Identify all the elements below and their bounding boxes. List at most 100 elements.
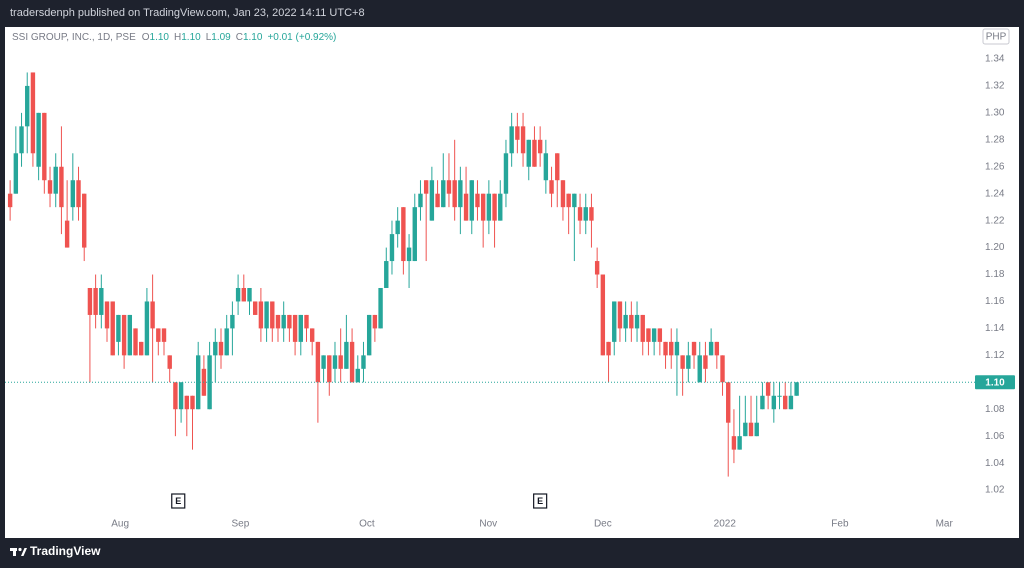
candle-body — [304, 314, 309, 329]
currency-box — [982, 28, 1010, 45]
event-marker — [171, 493, 186, 509]
candle-body — [498, 193, 503, 221]
candle-body — [161, 328, 167, 342]
candle-body — [218, 341, 224, 356]
y-tick-label: 1.20 — [985, 242, 1005, 253]
candle-body — [412, 207, 417, 262]
candle-body — [646, 328, 651, 342]
candle-body — [446, 180, 452, 194]
y-tick-label: 1.06 — [985, 431, 1005, 442]
candle-body — [315, 341, 321, 383]
y-tick-label: 1.16 — [985, 296, 1005, 307]
candle-body — [577, 207, 583, 221]
candle-body — [70, 180, 76, 208]
candle-body — [509, 126, 514, 154]
x-tick-label: Oct — [359, 519, 375, 530]
x-tick-label: Dec — [594, 519, 612, 530]
candle-body — [492, 193, 497, 221]
candle-body — [423, 180, 429, 194]
legend-value: 1.09 — [211, 32, 231, 43]
currency: PHP — [986, 32, 1007, 43]
candle-body — [726, 382, 731, 423]
candle-body — [697, 355, 702, 383]
candle-body — [418, 193, 423, 208]
event-marker — [533, 493, 548, 509]
candle-body — [252, 301, 258, 315]
footer-brand: TradingView — [30, 544, 101, 558]
candle-body — [589, 207, 594, 221]
event-label: E — [175, 496, 181, 506]
candle-body — [190, 395, 195, 410]
candle-body — [133, 328, 138, 356]
candle-body — [623, 314, 628, 329]
candle-body — [338, 355, 343, 369]
candle-body — [53, 166, 58, 194]
candle-body — [270, 301, 275, 329]
candle-body — [156, 328, 161, 342]
x-tick-label: Mar — [936, 519, 954, 530]
last-price-box — [975, 375, 1015, 390]
y-tick-label: 1.26 — [985, 161, 1005, 172]
candle-body — [372, 314, 378, 329]
candle-body — [19, 126, 24, 154]
y-tick-label: 1.02 — [985, 485, 1005, 496]
candle-body — [287, 314, 292, 329]
candle-body — [110, 301, 115, 356]
legend-value: 1.10 — [181, 32, 201, 43]
legend-key: L — [206, 32, 212, 43]
candle-body — [617, 301, 623, 329]
candle-body — [748, 422, 754, 437]
candle-body — [395, 220, 400, 235]
candle-body — [298, 314, 303, 342]
candle-body — [606, 341, 611, 356]
candle-body — [344, 341, 349, 369]
candle-body — [332, 355, 338, 369]
candle-body — [281, 314, 286, 329]
candle-body — [651, 328, 657, 342]
chart-pane — [5, 27, 1019, 538]
event-label: E — [537, 496, 543, 506]
y-tick-label: 1.30 — [985, 108, 1005, 119]
candle-body — [788, 395, 794, 410]
candle-body — [30, 72, 36, 154]
candle-body — [401, 207, 406, 262]
candle-body — [566, 193, 571, 208]
x-tick-label: Sep — [231, 519, 249, 530]
candle-body — [480, 193, 486, 221]
candle-body — [680, 355, 685, 369]
candle-body — [737, 436, 742, 450]
candle-body — [691, 341, 697, 356]
candle-body — [173, 382, 178, 410]
candle-body — [452, 180, 457, 208]
candle-body — [475, 193, 480, 208]
candle-body — [59, 166, 64, 208]
x-tick-label: Aug — [111, 519, 129, 530]
y-tick-label: 1.32 — [985, 81, 1005, 92]
publish-info: tradersdenph published on TradingView.co… — [10, 7, 365, 19]
legend-value: 1.10 — [150, 32, 170, 43]
legend: SSI GROUP, INC., 1D, PSE O1.10 H1.10 L1.09 C… — [12, 32, 336, 43]
candle-body — [361, 355, 366, 369]
candle-body — [743, 422, 748, 437]
candle-body — [241, 287, 246, 302]
candle-body — [167, 355, 172, 369]
candle-body — [629, 314, 634, 329]
candle-body — [526, 139, 531, 167]
candle-body — [309, 328, 315, 342]
candle-body — [669, 341, 674, 356]
candle-body — [640, 314, 645, 342]
candle-body — [406, 247, 412, 262]
symbol: SSI GROUP, INC., 1D, PSE — [12, 32, 136, 43]
candle-body — [555, 153, 560, 181]
y-tick-label: 1.08 — [985, 404, 1005, 415]
candle-body — [612, 301, 617, 342]
candle-body — [384, 261, 389, 288]
candle-body — [144, 301, 150, 356]
candle-body — [771, 395, 777, 410]
candle-body — [469, 180, 474, 221]
y-tick-label: 1.12 — [985, 350, 1005, 361]
legend-key: H — [174, 32, 181, 43]
candle-body — [93, 287, 98, 315]
legend-value: 1.10 — [243, 32, 263, 43]
candle-body — [463, 193, 469, 221]
